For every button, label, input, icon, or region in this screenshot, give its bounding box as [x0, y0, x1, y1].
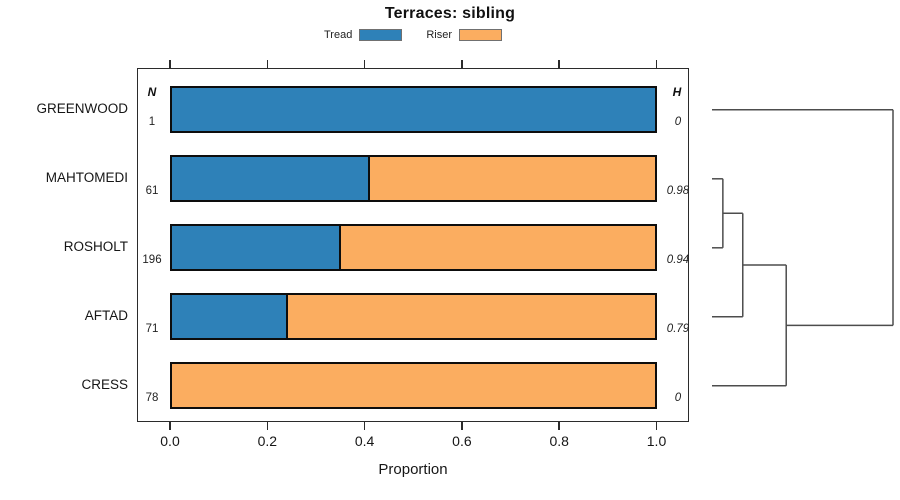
bar-segment-tread: [172, 157, 370, 201]
h-value: 0.98: [666, 185, 690, 198]
x-tick-label: 0.6: [452, 433, 472, 449]
legend-item-riser: Riser: [426, 29, 502, 41]
n-value: 1: [148, 116, 156, 129]
bar-segment-tread: [172, 295, 288, 339]
x-axis-tick-bottom: [363, 422, 366, 430]
x-axis-tick-top: [558, 60, 560, 68]
h-value: 0.94: [666, 254, 690, 267]
bar-row: [170, 86, 657, 134]
legend-swatch-riser: [459, 29, 502, 41]
x-axis-tick-bottom: [461, 422, 463, 430]
bar-segment-tread: [172, 226, 341, 270]
x-tick-label: 0.8: [549, 433, 569, 449]
x-axis-tick-bottom: [558, 422, 560, 430]
legend-item-tread: Tread: [324, 29, 403, 41]
chart-title: Terraces: sibling: [384, 5, 516, 22]
n-column-header: N: [147, 85, 157, 99]
x-axis-title: Proportion: [378, 461, 448, 478]
bar-row: [170, 362, 657, 410]
legend-swatch-tread: [359, 29, 403, 41]
legend-label-riser: Riser: [426, 29, 452, 41]
legend-label-tread: Tread: [324, 29, 353, 41]
x-axis-tick-bottom: [266, 422, 269, 430]
x-tick-label: 1.0: [646, 433, 667, 449]
x-tick-label: 0.4: [354, 433, 375, 449]
n-value: 71: [145, 323, 159, 336]
category-label: AFTAD: [84, 307, 128, 323]
x-axis-tick-top: [169, 60, 171, 68]
x-axis-tick-bottom: [655, 422, 658, 430]
bar-row: [170, 293, 657, 341]
x-tick-label: 0.2: [257, 433, 278, 449]
bar-row: [170, 224, 657, 272]
x-axis-tick-bottom: [169, 422, 171, 430]
bar-row: [170, 155, 657, 203]
bar-segment-tread: [172, 88, 655, 132]
h-value: 0: [674, 116, 682, 129]
x-axis-tick-top: [266, 60, 269, 68]
h-value: 0: [674, 392, 682, 405]
x-axis-tick-top: [655, 60, 658, 68]
x-tick-label: 0.0: [160, 433, 180, 449]
n-value: 196: [142, 254, 162, 267]
category-label: CRESS: [81, 376, 128, 392]
n-value: 61: [145, 185, 159, 198]
h-value: 0.79: [666, 323, 690, 336]
n-value: 78: [145, 392, 159, 405]
x-axis-tick-top: [363, 60, 366, 68]
legend: Tread Riser: [137, 27, 689, 43]
category-label: MAHTOMEDI: [45, 169, 128, 185]
category-label: ROSHOLT: [63, 238, 128, 254]
category-label: GREENWOOD: [36, 100, 128, 116]
h-column-header: H: [672, 85, 682, 99]
x-axis-tick-top: [461, 60, 463, 68]
